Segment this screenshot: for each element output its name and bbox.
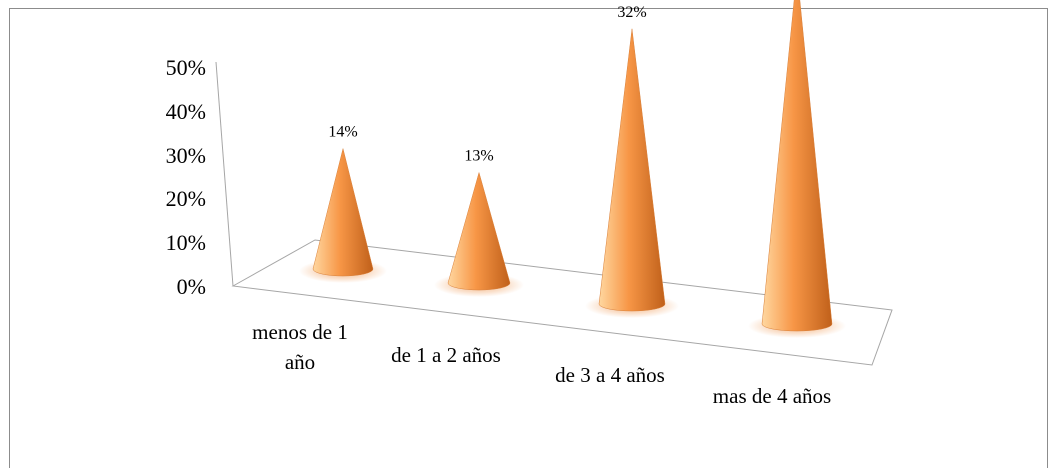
data-labels: 14%13%32%41% xyxy=(328,4,646,165)
category-label: de 3 a 4 años xyxy=(555,363,665,387)
category-label: menos de 1 año xyxy=(252,320,348,374)
y-tick-label: 40% xyxy=(166,99,206,124)
data-label: 14% xyxy=(328,124,357,141)
cone-bar xyxy=(447,171,511,291)
y-tick-label: 50% xyxy=(166,55,206,80)
y-tick-label: 20% xyxy=(166,186,206,211)
chart-axes xyxy=(215,61,893,366)
cone-bar xyxy=(598,28,666,312)
chart-frame xyxy=(9,8,1048,468)
category-label: mas de 4 años xyxy=(713,384,831,408)
y-tick-label: 10% xyxy=(166,230,206,255)
y-axis-ticks: 0% 10% 20% 30% 40% 50% xyxy=(166,55,206,299)
category-label: de 1 a 2 años xyxy=(391,343,501,367)
data-label: 32% xyxy=(617,4,646,21)
cone-bar xyxy=(312,148,374,277)
cone-bar xyxy=(761,0,833,332)
chart-floor xyxy=(231,239,893,366)
y-tick-label: 0% xyxy=(177,274,206,299)
category-labels: menos de 1 año de 1 a 2 años de 3 a 4 años m… xyxy=(252,320,831,408)
y-axis-wall-line xyxy=(215,61,234,287)
y-tick-label: 30% xyxy=(166,143,206,168)
data-label: 13% xyxy=(464,148,493,165)
cone-series xyxy=(312,0,833,332)
